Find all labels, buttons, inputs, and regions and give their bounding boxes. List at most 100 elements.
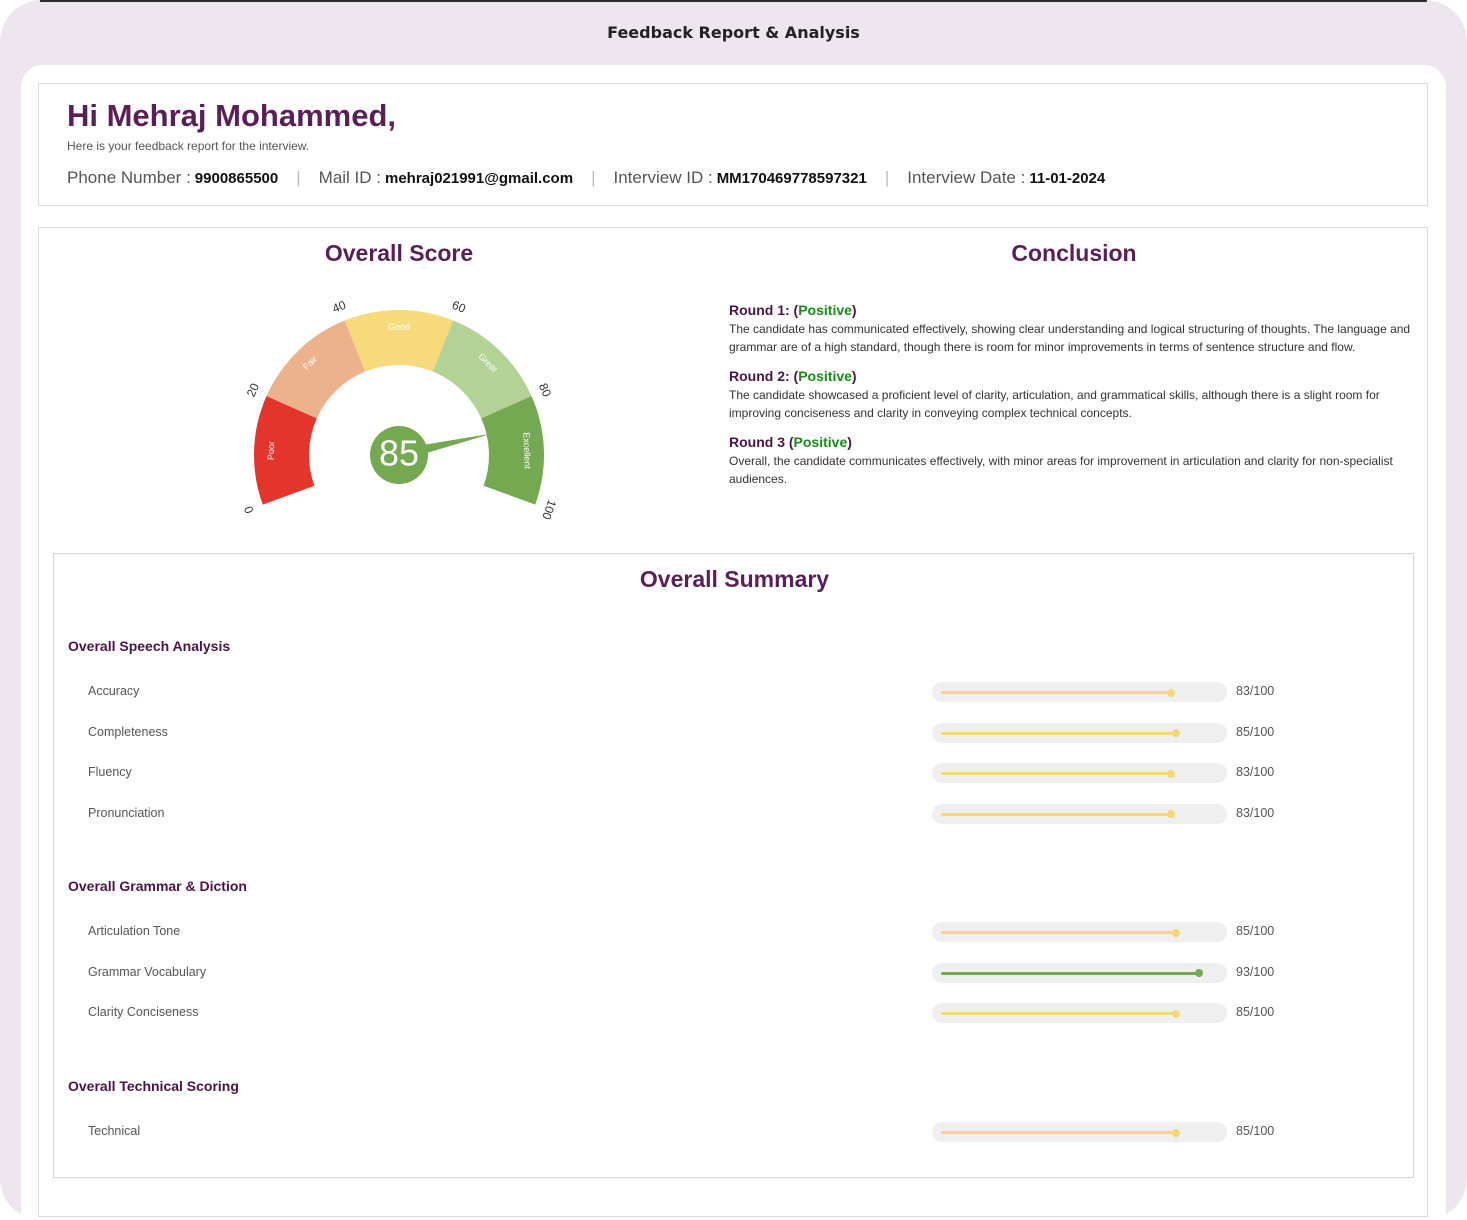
- gauge-hub: [370, 426, 428, 484]
- summary-group-title: Overall Speech Analysis: [68, 638, 231, 654]
- metric-progress-dot: [1166, 688, 1175, 697]
- info-divider: |: [296, 168, 301, 187]
- gauge-tick-label: 80: [536, 381, 554, 399]
- gauge-band-label: Good: [388, 322, 410, 332]
- candidate-header-card: Hi Mehraj Mohammed, Here is your feedbac…: [38, 83, 1428, 206]
- greeting-heading: Hi Mehraj Mohammed,: [67, 98, 396, 133]
- metric-label: Articulation Tone: [88, 924, 181, 938]
- metric-progress-fill: [941, 731, 1177, 735]
- metric-progress-dot: [1172, 1128, 1181, 1137]
- metric-progress-track: [932, 803, 1227, 824]
- metric-row: Completeness 85/100: [54, 722, 1415, 743]
- metric-score: 85/100: [1236, 924, 1275, 938]
- overall-score-title: Overall Score: [324, 240, 474, 266]
- metric-progress-dot: [1166, 769, 1175, 778]
- round-heading: Round 3 (Positive): [729, 434, 852, 450]
- conclusion-round: Round 3 (Positive) Overall, the candidate…: [729, 434, 1419, 488]
- overall-summary-panel: Overall Summary Overall Speech Analysis A…: [53, 553, 1414, 1178]
- gauge-tick-label: 20: [244, 381, 262, 399]
- interview-date-label: Interview Date :: [907, 168, 1026, 187]
- metric-label: Accuracy: [88, 684, 140, 698]
- round-heading: Round 1: (Positive): [729, 302, 857, 318]
- metric-progress-dot: [1166, 810, 1175, 818]
- metric-label: Grammar Vocabulary: [88, 964, 207, 979]
- summary-group-title: Overall Technical Scoring: [68, 1078, 239, 1094]
- conclusion-round: Round 2: (Positive) The candidate showcas…: [729, 368, 1419, 422]
- interview-date-value: 11-01-2024: [1029, 169, 1106, 187]
- round-status: Positive: [793, 434, 848, 450]
- gauge-tick-label: 60: [450, 298, 468, 316]
- metric-label: Completeness: [88, 724, 168, 739]
- gauge-band-excellent: [481, 396, 544, 505]
- metric-progress-track: [932, 922, 1227, 942]
- metric-score: 85/100: [1236, 1124, 1275, 1138]
- metric-label: Fluency: [88, 765, 132, 779]
- gauge-band-good: [344, 310, 454, 372]
- metric-progress-track: [932, 1122, 1227, 1142]
- metric-progress-track: [932, 722, 1227, 743]
- round-label: Round 2: (: [729, 368, 799, 384]
- gauge-band-poor: [254, 396, 317, 505]
- metric-progress-track: [932, 962, 1227, 983]
- metric-progress-fill: [941, 1131, 1177, 1134]
- metric-progress-track: [932, 763, 1227, 783]
- metric-score: 83/100: [1236, 684, 1275, 698]
- metric-progress-dot: [1172, 729, 1181, 737]
- mail-value: mehraj021991@gmail.com: [385, 169, 574, 187]
- metric-score: 83/100: [1236, 765, 1275, 779]
- info-divider: |: [591, 168, 596, 187]
- metric-score: 93/100: [1236, 964, 1275, 979]
- metric-label: Pronunciation: [88, 805, 165, 820]
- metric-row: Technical 85/100: [54, 1122, 1415, 1142]
- round-status: Positive: [798, 302, 852, 318]
- greeting-subtitle: Here is your feedback report for the int…: [67, 139, 310, 153]
- gauge-band-fair: [266, 320, 366, 419]
- gauge-tick-label: 100: [539, 498, 559, 522]
- conclusion-round: Round 1: (Positive) The candidate has com…: [729, 302, 1419, 356]
- conclusion-panel: Round 1: (Positive) The candidate has com…: [729, 302, 1419, 500]
- candidate-info-row: Phone Number : 9900865500 | Mail ID : me…: [67, 168, 1105, 188]
- metric-score: 85/100: [1236, 724, 1275, 739]
- gauge-band-label: Excellent: [521, 432, 532, 469]
- mail-label: Mail ID :: [318, 168, 381, 187]
- metric-progress-dot: [1172, 928, 1181, 937]
- frame-top-border: [40, 0, 1427, 2]
- round-description: Overall, the candidate communicates effe…: [729, 454, 1393, 486]
- gauge-band-great: [432, 320, 532, 419]
- overall-summary-title: Overall Summary: [639, 566, 830, 592]
- metric-row: Pronunciation 83/100: [54, 803, 1415, 824]
- metric-progress-fill: [941, 971, 1199, 975]
- metric-progress-dot: [1194, 969, 1203, 977]
- info-divider: |: [884, 168, 890, 187]
- round-description: The candidate has communicated effective…: [729, 322, 1411, 354]
- metric-progress-fill: [941, 691, 1171, 694]
- metric-row: Articulation Tone 85/100: [54, 922, 1415, 942]
- conclusion-title: Conclusion: [1011, 240, 1137, 266]
- round-description: The candidate showcased a proficient lev…: [729, 388, 1380, 420]
- gauge-band-label: Poor: [266, 441, 277, 460]
- window-title: Feedback Report & Analysis: [607, 23, 860, 42]
- report-main-card: Overall Score Poor Fair Good Great Excellent…: [38, 227, 1428, 1217]
- metric-label: Clarity Conciseness: [88, 1005, 199, 1019]
- round-label: Round 1: (: [729, 302, 799, 318]
- phone-label: Phone Number :: [67, 168, 191, 187]
- round-status: Positive: [798, 368, 852, 384]
- metric-label: Technical: [88, 1124, 141, 1138]
- report-sheet: Hi Mehraj Mohammed, Here is your feedbac…: [21, 65, 1446, 1220]
- metric-progress-track: [932, 1003, 1227, 1023]
- metric-row: Clarity Conciseness 85/100: [54, 1003, 1415, 1023]
- gauge-tick-label: 40: [330, 298, 348, 316]
- metric-progress-fill: [941, 812, 1171, 816]
- metric-row: Accuracy 83/100: [54, 682, 1415, 702]
- metric-progress-dot: [1172, 1009, 1181, 1018]
- metric-score: 85/100: [1236, 1005, 1275, 1019]
- gauge-score-value: 85: [379, 433, 419, 474]
- summary-group-title: Overall Grammar & Diction: [68, 878, 247, 894]
- round-label: Round 3 (: [729, 434, 794, 450]
- interview-id-label: Interview ID :: [613, 168, 713, 187]
- metric-row: Fluency 83/100: [54, 763, 1415, 783]
- phone-value: 9900865500: [194, 169, 279, 187]
- interview-id-value: MM170469778597321: [716, 169, 867, 187]
